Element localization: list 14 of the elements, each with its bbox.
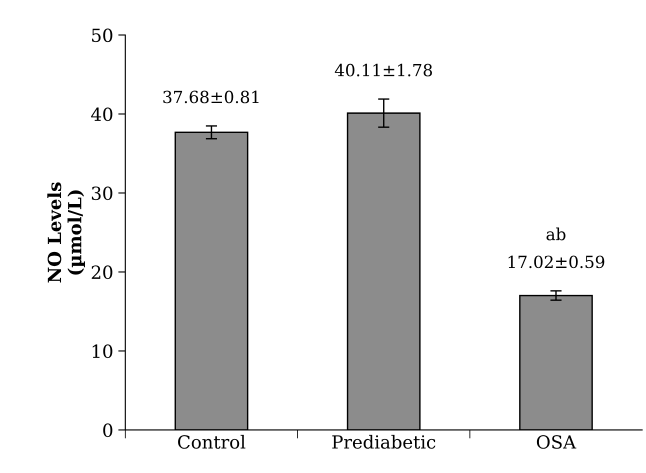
x-tick-label: Control [178,434,246,449]
y-tick-label: 40 [91,107,112,122]
y-tick-label: 50 [92,28,112,42]
y-tick-label: 10 [92,344,112,358]
y-tick-label: 20 [92,265,112,280]
y-axis-title: NO Levels (µmol/L) [47,182,85,283]
x-tick-label: OSA [536,435,576,449]
x-tick-label: Prediabetic [332,434,436,449]
data-label: 17.02±0.59 [508,256,604,268]
y-tick-label: 30 [92,186,112,200]
annotation: ab [546,228,566,240]
y-tick-label: 0 [103,423,112,438]
data-label: 40.11±1.78 [334,64,432,76]
data-label: 37.68±0.81 [163,90,258,104]
